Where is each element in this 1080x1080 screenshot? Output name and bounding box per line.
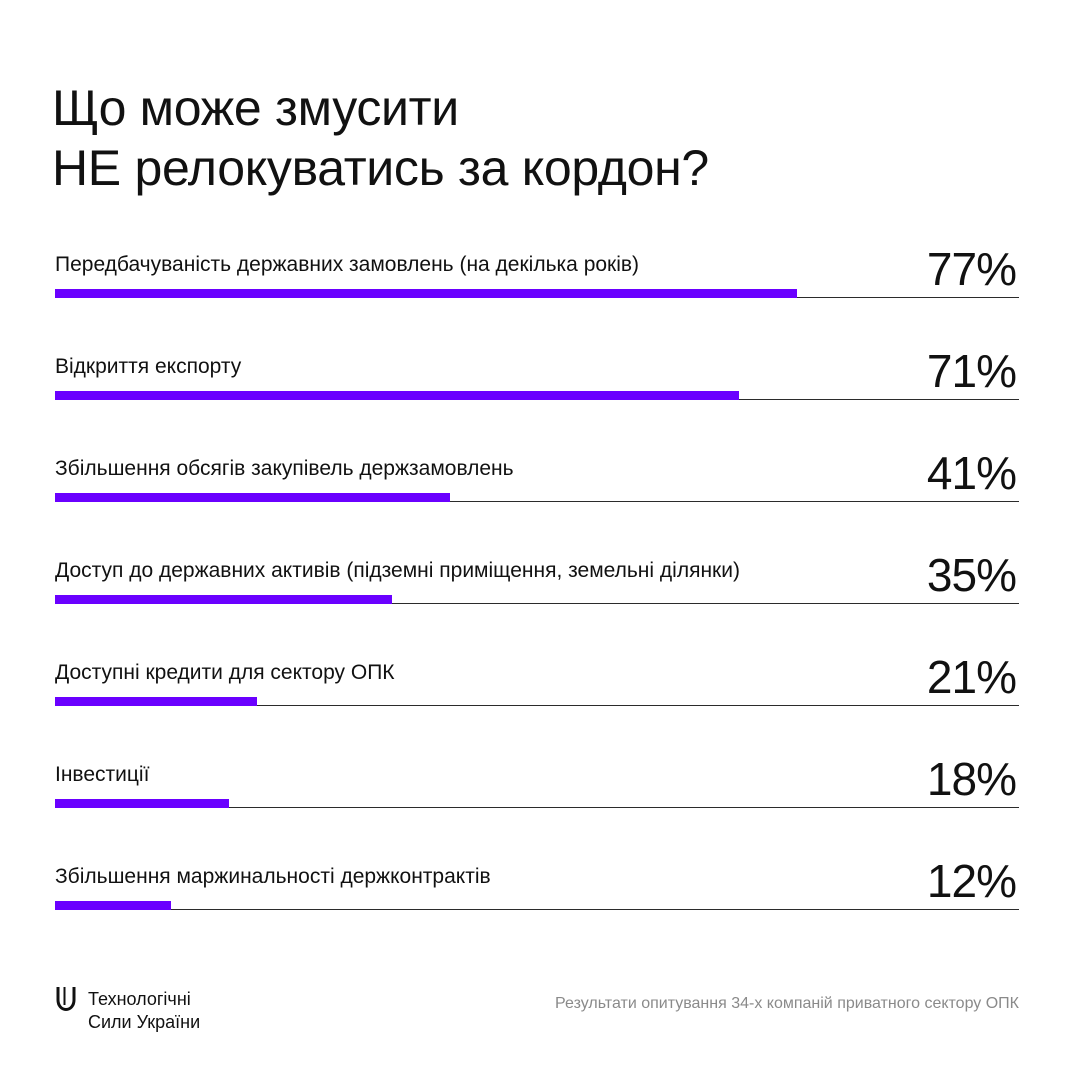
bar bbox=[55, 799, 229, 808]
chart-row: Відкриття експорту 71% bbox=[55, 334, 1019, 436]
brand-name: Технологічні Сили України bbox=[88, 988, 200, 1034]
chart-row: Збільшення обсягів закупівель держзамовл… bbox=[55, 436, 1019, 538]
category-label: Збільшення обсягів закупівель держзамовл… bbox=[55, 457, 514, 480]
footer: Технологічні Сили України Результати опи… bbox=[55, 984, 1019, 1044]
chart-row: Інвестиції 18% bbox=[55, 742, 1019, 844]
category-label: Відкриття експорту bbox=[55, 355, 242, 378]
chart-row: Доступ до державних активів (підземні пр… bbox=[55, 538, 1019, 640]
category-label: Інвестиції bbox=[55, 763, 150, 786]
chart-row: Доступні кредити для сектору ОПК 21% bbox=[55, 640, 1019, 742]
value-label: 21% bbox=[926, 651, 1017, 703]
title-line-1: Що може змусити bbox=[52, 80, 459, 136]
title-line-2: НЕ релокуватись за кордон? bbox=[52, 140, 709, 196]
bar bbox=[55, 697, 257, 706]
value-label: 71% bbox=[926, 345, 1017, 397]
category-label: Передбачуваність державних замовлень (на… bbox=[55, 253, 640, 276]
bar-chart: Передбачуваність державних замовлень (на… bbox=[55, 232, 1019, 946]
page-title: Що може змусити НЕ релокуватись за кордо… bbox=[52, 78, 1012, 198]
bar-baseline bbox=[55, 501, 1019, 502]
value-label: 41% bbox=[926, 447, 1017, 499]
brand-line-2: Сили України bbox=[88, 1012, 201, 1032]
chart-row: Передбачуваність державних замовлень (на… bbox=[55, 232, 1019, 334]
u-logo-icon bbox=[56, 987, 76, 1012]
value-label: 18% bbox=[926, 753, 1017, 805]
value-label: 12% bbox=[926, 855, 1017, 907]
bar bbox=[55, 595, 392, 604]
bar bbox=[55, 901, 171, 910]
bar-baseline bbox=[55, 603, 1019, 604]
value-label: 35% bbox=[926, 549, 1017, 601]
bar bbox=[55, 493, 450, 502]
brand-line-1: Технологічні bbox=[88, 989, 191, 1009]
source-note: Результати опитування 34-х компаній прив… bbox=[555, 995, 1019, 1012]
value-label: 77% bbox=[926, 243, 1017, 295]
chart-row: Збільшення маржинальності держконтрактів… bbox=[55, 844, 1019, 946]
category-label: Доступні кредити для сектору ОПК bbox=[55, 661, 395, 684]
bar-baseline bbox=[55, 909, 1019, 910]
bar bbox=[55, 391, 739, 400]
category-label: Доступ до державних активів (підземні пр… bbox=[55, 559, 740, 582]
category-label: Збільшення маржинальності держконтрактів bbox=[55, 865, 491, 888]
bar-baseline bbox=[55, 705, 1019, 706]
bar bbox=[55, 289, 797, 298]
bar-baseline bbox=[55, 807, 1019, 808]
